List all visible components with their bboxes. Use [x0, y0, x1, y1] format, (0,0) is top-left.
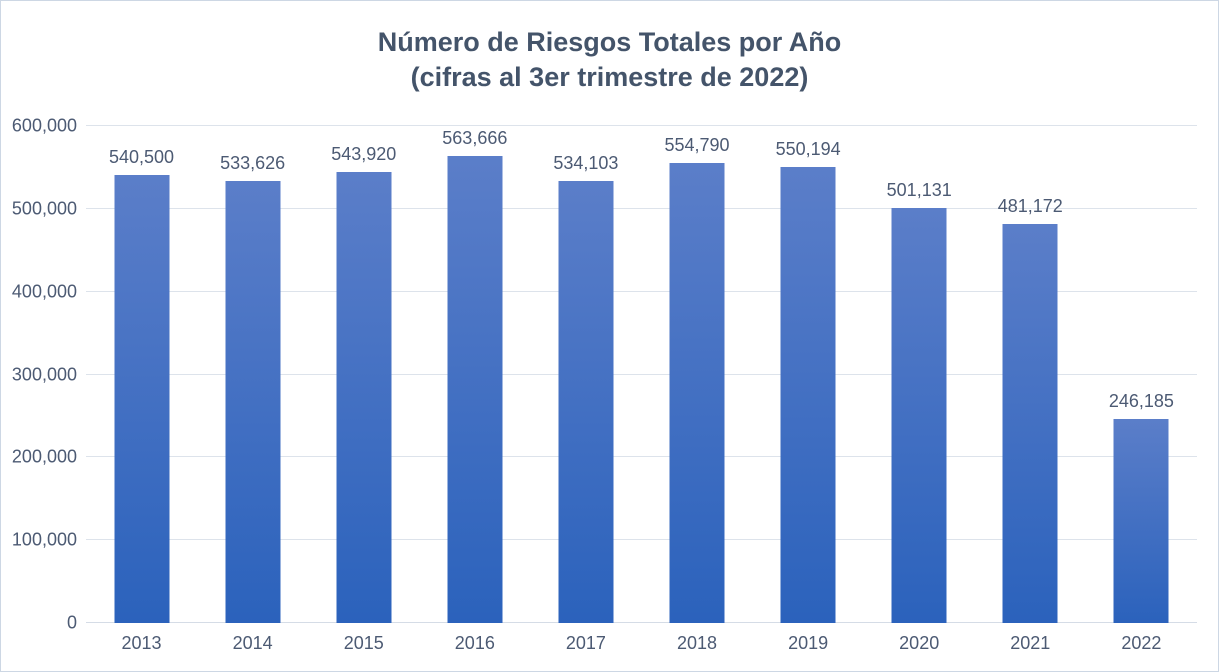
bar-2019: [780, 167, 836, 623]
x-axis-tick-label: 2020: [899, 633, 940, 653]
x-axis-tick-label: 2018: [676, 633, 718, 653]
y-axis-tick-label: 600,000: [11, 115, 77, 136]
y-axis-tick-label: 100,000: [11, 529, 77, 550]
bar-2022: [1113, 419, 1169, 623]
bar-column: 533,626: [197, 126, 308, 623]
bar-value-label: 246,185: [1108, 391, 1174, 412]
bar-column: 550,194: [753, 126, 864, 623]
gridline: [86, 539, 1197, 541]
gridline: [86, 290, 1197, 292]
x-axis-tick-label: 2022: [1121, 633, 1162, 653]
bar-column: 540,500: [86, 126, 197, 623]
bar-column: 543,920: [308, 126, 419, 623]
bar-2015: [336, 172, 392, 623]
bars-layer: 540,500 533,626 543,920 563,666 534,103 554,7…: [86, 126, 1197, 623]
y-axis-tick-label: 500,000: [11, 198, 77, 219]
bar-value-label: 533,626: [220, 152, 286, 173]
x-axis-tick-label: 2013: [121, 633, 162, 653]
bar-column: 246,185: [1086, 126, 1197, 623]
x-axis-tick-label: 2021: [1010, 633, 1051, 653]
bar-value-label: 534,103: [553, 152, 619, 173]
bar-2013: [114, 175, 170, 623]
x-axis-tick-label: 2017: [565, 633, 606, 653]
bar-column: 554,790: [641, 126, 752, 623]
bar-2016: [447, 156, 503, 623]
plot-area: [86, 125, 1197, 623]
bar-2018: [669, 163, 725, 623]
y-axis-tick-label: 200,000: [11, 446, 77, 467]
bar-2017: [558, 180, 614, 623]
chart-title: Número de Riesgos Totales por Año (cifra…: [1, 25, 1218, 95]
bar-value-label: 540,500: [109, 147, 175, 168]
bar-value-label: 554,790: [664, 135, 730, 156]
bar-column: 501,131: [864, 126, 975, 623]
bar-value-label: 481,172: [997, 196, 1063, 217]
x-axis-line: [86, 622, 1197, 623]
bar-column: 481,172: [975, 126, 1086, 623]
y-axis-tick-label: 0: [66, 612, 77, 633]
bar-value-label: 550,194: [775, 139, 841, 160]
x-axis-tick-label: 2014: [232, 633, 273, 653]
gridline: [86, 373, 1197, 375]
x-axis-labels: 2013 2014 2015 2016 2017 2018 2019 2020 2021 2022: [86, 633, 1197, 654]
bar-column: 563,666: [419, 126, 530, 623]
bar-value-label: 563,666: [442, 128, 508, 149]
bar-2021: [1002, 224, 1058, 623]
y-axis-tick-label: 400,000: [11, 281, 77, 302]
gridline: [86, 456, 1197, 458]
bar-value-label: 501,131: [886, 179, 952, 200]
y-axis-tick-label: 300,000: [11, 364, 77, 384]
chart-title-line2: (cifras al 3er trimestre de 2022): [410, 62, 809, 92]
gridline: [86, 207, 1197, 209]
bar-2020: [891, 207, 947, 623]
bar-column: 534,103: [530, 126, 641, 623]
chart-title-line1: Número de Riesgos Totales por Año: [377, 27, 842, 57]
x-axis-tick-label: 2016: [454, 633, 495, 653]
x-axis-tick-label: 2015: [343, 633, 384, 653]
x-axis-tick-label: 2019: [788, 633, 829, 653]
bar-value-label: 543,920: [331, 144, 397, 165]
gridline: [86, 125, 1197, 126]
bar-2014: [225, 180, 281, 623]
y-axis-labels: 0 100,000 200,000 300,000 400,000 500,000 600,…: [1, 116, 77, 633]
